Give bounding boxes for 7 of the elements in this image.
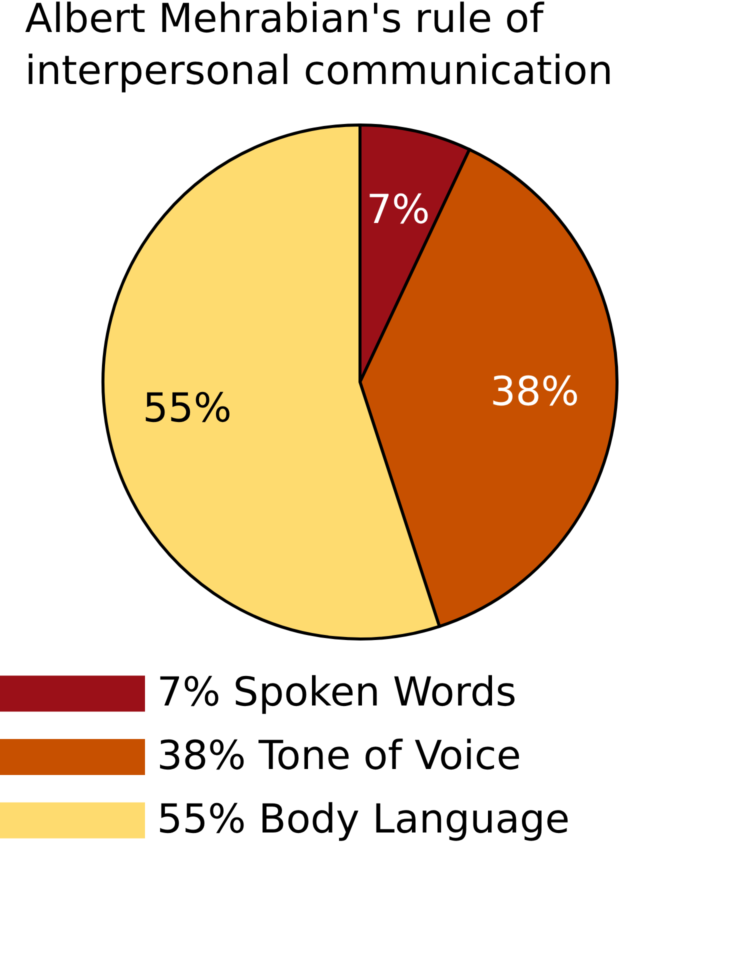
data-label: 55% [142, 385, 232, 432]
data-label: 7% [366, 187, 430, 234]
legend-label: 38% Tone of Voice [157, 733, 522, 779]
data-label: 38% [490, 368, 580, 415]
legend-label: 55% Body Language [157, 796, 570, 842]
legend-label: 7% Spoken Words [157, 670, 516, 716]
chart-title: Albert Mehrabian's rule of interpersonal communication [25, 0, 613, 94]
